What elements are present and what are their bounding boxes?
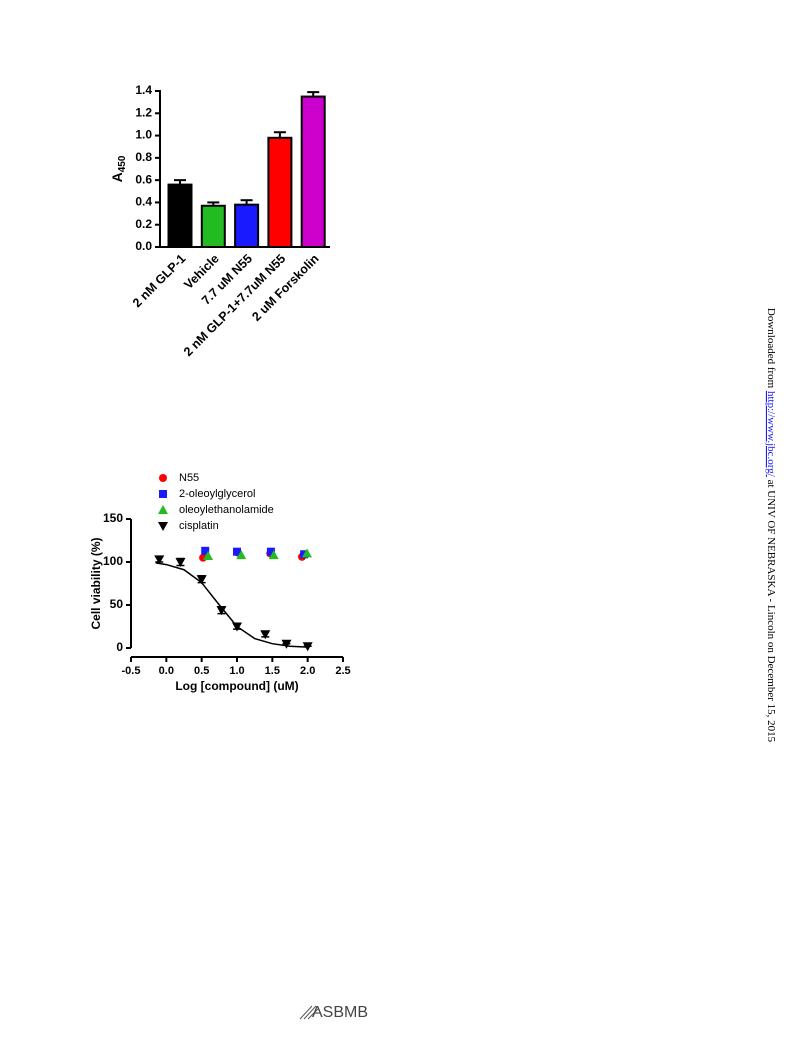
y-tick-label: 50 — [110, 597, 124, 611]
x-tick-label: 0.0 — [159, 665, 174, 677]
point — [175, 558, 186, 567]
legend-symbol — [158, 522, 168, 531]
y-tick-label: 0.0 — [135, 239, 152, 253]
y-axis-label: Cell viability (%) — [89, 537, 103, 629]
point — [203, 550, 214, 560]
x-tick-label: -0.5 — [122, 665, 141, 677]
y-label-sub: 450 — [117, 155, 128, 172]
legend-label: N55 — [179, 472, 199, 484]
bar — [200, 204, 226, 248]
y-tick-label: 0.4 — [135, 195, 152, 209]
y-tick-label: 1.4 — [135, 83, 152, 97]
legend-symbol — [159, 490, 167, 498]
x-axis-label: Log [compound] (uM) — [175, 679, 298, 693]
note-prefix: Downloaded from — [765, 308, 777, 391]
x-tick-label: 0.5 — [194, 665, 209, 677]
point — [232, 622, 242, 632]
logo-mark — [299, 1005, 319, 1020]
x-tick-label: 1.0 — [229, 665, 244, 677]
y-tick-label: 0 — [116, 640, 123, 654]
legend-label: oleoylethanolamide — [179, 504, 274, 516]
fit-curve — [155, 562, 308, 648]
bar — [234, 203, 260, 249]
bar — [267, 136, 293, 248]
y-tick-label: 1.0 — [135, 128, 152, 142]
y-tick-label: 150 — [103, 511, 123, 525]
point — [302, 642, 313, 652]
point — [196, 575, 207, 585]
footer-logo: ASBMB — [299, 1004, 368, 1021]
legend-label: cisplatin — [179, 520, 219, 532]
y-tick-label: 0.6 — [135, 172, 152, 186]
bar — [167, 183, 193, 249]
legend-label: 2-oleoylglycerol — [179, 488, 255, 500]
point — [233, 547, 241, 556]
legend-symbol — [158, 505, 168, 514]
point — [154, 555, 165, 565]
legend-symbol — [159, 474, 167, 482]
point — [236, 550, 247, 560]
y-axis-label: A450 — [109, 155, 128, 182]
point — [268, 550, 279, 560]
y-tick-label: 100 — [103, 554, 123, 568]
point — [201, 546, 210, 555]
y-tick-label: 0.2 — [135, 217, 152, 231]
point — [216, 606, 227, 616]
note-link[interactable]: http://www.jbc.org/ — [765, 391, 777, 478]
point — [260, 630, 271, 640]
y-label-main: A — [109, 172, 125, 182]
x-tick-label: 1.5 — [265, 665, 280, 677]
x-tick-label: 2.5 — [335, 665, 350, 677]
x-tick-label: 2.0 — [300, 665, 315, 677]
point — [301, 548, 312, 558]
point — [281, 639, 292, 649]
note-suffix: at UNIV OF NEBRASKA - Lincoln on Decembe… — [765, 477, 777, 743]
download-note: Downloaded from http://www.jbc.org/ at U… — [765, 308, 777, 743]
point — [266, 547, 275, 556]
y-tick-label: 0.8 — [135, 150, 152, 164]
bar — [300, 95, 326, 248]
y-tick-label: 1.2 — [135, 105, 152, 119]
logo-text: ASBMB — [312, 1004, 368, 1021]
